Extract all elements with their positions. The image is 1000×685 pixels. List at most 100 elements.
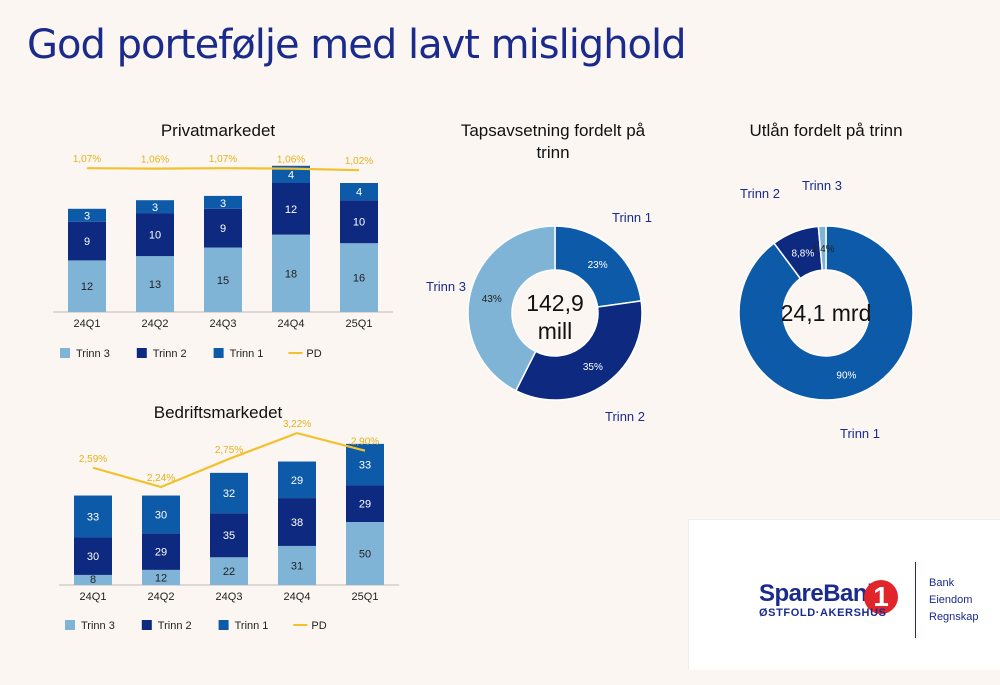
pd-label: 1,02% [345,156,373,167]
legend-label: Trinn 2 [153,348,187,360]
bar-trinn1-24q2 [136,200,174,214]
x-tick-label: 25Q1 [352,591,379,603]
legend-label: PD [306,348,321,360]
bar-trinn3-24q1 [74,574,112,585]
chart-title-tapsavsetning: Tapsavsetning fordelt på trinn [461,121,646,162]
slice-label-trinn2: 8,8% [791,248,814,259]
legend-label: Trinn 1 [235,620,269,632]
bar-trinn3-24q1 [68,260,106,312]
data-label-trinn3: 15 [217,275,229,287]
x-tick-label: 24Q1 [74,318,101,330]
bar-trinn2-24q2 [136,213,174,257]
data-label-trinn2: 12 [285,204,297,216]
legend-label: Trinn 1 [230,348,264,360]
data-label-trinn2: 9 [84,236,90,248]
pd-line [86,167,360,172]
slice-trinn3 [467,225,556,392]
logo-number-badge: 1 [864,580,898,614]
data-label-trinn3: 22 [223,566,235,578]
data-label-trinn1: 3 [84,211,90,223]
legend-swatch-trinn3 [60,348,70,358]
data-label-trinn2: 30 [87,551,99,563]
bar-trinn3-24q2 [136,256,174,312]
data-label-trinn2: 9 [220,223,226,235]
bar-trinn1-24q1 [68,208,106,222]
data-label-trinn1: 4 [356,187,362,199]
data-label-trinn3: 12 [81,281,93,293]
chart-utlan: Utlån fordelt på trinn 90% Trinn 1 8,8% Tri… [738,121,914,441]
bar-trinn3-24q4 [278,545,316,585]
bar-trinn3-24q4 [272,234,310,312]
bar-trinn3-25q1 [346,522,384,585]
bar-trinn1-25q1 [346,443,384,486]
slice-label-trinn2: 35% [583,362,603,373]
bar-trinn2-24q1 [68,221,106,261]
data-label-trinn1: 33 [359,460,371,472]
pd-label: 3,22% [283,419,311,430]
slice-trinn2 [514,300,643,401]
data-label-trinn3: 31 [291,560,303,572]
bar-trinn2-24q4 [272,183,310,235]
legend-label: Trinn 2 [158,620,192,632]
center-unit: mill [538,318,573,344]
center-value: 142,9 [526,290,584,316]
x-tick-label: 25Q1 [346,318,373,330]
bar-trinn2-24q3 [204,208,242,248]
slice-label-trinn1: 90% [836,371,856,382]
legend-swatch-trinn2 [136,348,147,358]
data-label-trinn1: 3 [220,198,226,210]
chart-tapsavsetning: Tapsavsetning fordelt på trinn 23% Trinn 1… [426,121,652,424]
legend-label: Trinn 3 [81,620,115,632]
data-label-trinn3: 12 [155,572,167,584]
pd-label: 1,06% [277,155,305,166]
bar-trinn3-24q3 [210,557,248,585]
pd-label: 1,07% [209,154,237,165]
bar-trinn3-24q2 [142,569,180,585]
legend-swatch-trinn1 [213,348,224,358]
chart-bedriftsmarkedet: Bedriftsmarkedet 8 30 33 24Q1 12 29 30 24Q2 22 35… [59,403,399,632]
logo-service-eiendom: Eiendom [929,594,973,606]
bar-trinn2-24q3 [210,513,248,558]
legend-swatch-trinn3 [65,620,75,630]
bar-trinn2-24q4 [278,498,316,546]
x-tick-label: 24Q2 [148,591,175,603]
data-label-trinn2: 10 [353,217,365,229]
slice-trinn3 [817,225,827,271]
chart-privatmarkedet: Privatmarkedet 12 9 3 24Q1 13 10 3 24Q2 15 9 3 24Q3… [53,121,393,360]
slice-label-trinn1: 23% [588,260,608,271]
bar-trinn1-24q4 [272,165,310,183]
data-label-trinn2: 10 [149,230,161,242]
data-label-trinn3: 16 [353,273,365,285]
pd-label: 2,59% [79,454,107,465]
chart-title-utlan: Utlån fordelt på trinn [749,121,902,140]
slice-name-trinn3: Trinn 3 [426,279,466,294]
center-value: 24,1 mrd [781,300,872,326]
slice-name-trinn1: Trinn 1 [840,426,880,441]
data-label-trinn1: 4 [288,169,294,181]
bar-trinn1-24q2 [142,495,180,534]
bar-trinn3-24q3 [204,247,242,312]
data-label-trinn3: 13 [149,279,161,291]
x-tick-label: 24Q2 [142,318,169,330]
data-label-trinn3: 18 [285,268,297,280]
x-tick-label: 24Q1 [80,591,107,603]
bar-trinn1-24q1 [74,495,112,538]
bar-trinn2-24q1 [74,537,112,575]
bar-trinn1-24q3 [210,472,248,514]
data-label-trinn1: 32 [223,488,235,500]
logo-services: Bank Eiendom Regnskap [929,575,979,626]
page-title: God portefølje med lavt mislighold [27,22,687,68]
logo-divider [915,562,916,638]
x-tick-label: 24Q3 [216,591,243,603]
slice-trinn1 [738,225,914,401]
pd-label: 1,07% [73,154,101,165]
logo-service-bank: Bank [929,577,955,589]
bar-trinn2-24q2 [142,533,180,570]
slice-label-trinn3: 43% [482,294,502,305]
slice-name-trinn1: Trinn 1 [612,210,652,225]
legend-label: PD [311,620,326,632]
logo-service-regnskap: Regnskap [929,611,979,623]
legend-swatch-trinn2 [141,620,152,630]
x-tick-label: 24Q4 [284,591,311,603]
